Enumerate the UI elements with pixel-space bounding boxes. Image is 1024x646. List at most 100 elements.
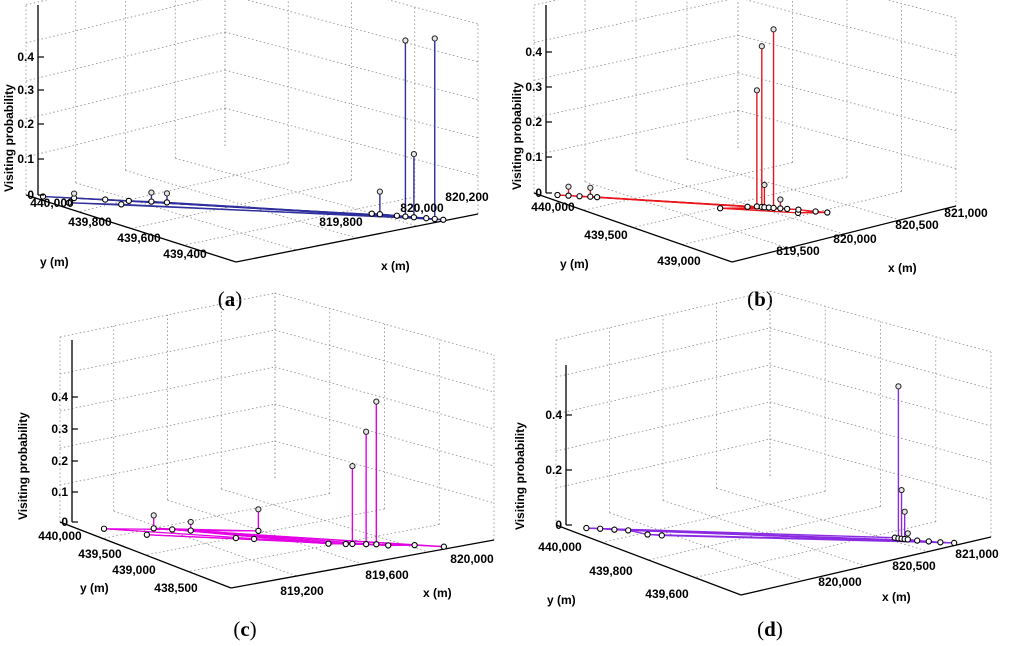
- location-point: [644, 531, 651, 538]
- probability-point: [410, 150, 418, 158]
- trajectory-edge: [68, 202, 122, 206]
- z-tick-label: 0.3: [17, 83, 34, 97]
- y-tick-label: 439,000: [657, 254, 701, 268]
- location-point: [187, 527, 194, 534]
- location-point: [349, 540, 356, 548]
- panel-c-points: [100, 398, 448, 550]
- location-point: [440, 543, 448, 550]
- probability-point: [373, 398, 380, 405]
- trajectory-edge: [121, 203, 444, 221]
- probability-point: [402, 37, 409, 44]
- x-tick-label: 819,800: [319, 215, 363, 229]
- probability-point: [904, 530, 911, 537]
- panel-a-xlabel: x (m): [381, 259, 410, 273]
- panel-d-xlabel: x (m): [882, 590, 911, 604]
- grid-line: [188, 524, 440, 572]
- location-point: [376, 211, 384, 218]
- z-tick-label: 0: [535, 186, 542, 200]
- location-point: [716, 205, 724, 212]
- x-tick-label: 820,500: [895, 218, 939, 232]
- z-tick-label: 0.4: [525, 45, 542, 59]
- probability-point: [758, 43, 765, 50]
- y-tick-label: 439,500: [78, 547, 122, 561]
- grid-line: [555, 438, 771, 489]
- panel-c: 0 0.1 0.2 0.3 0.4 819,200 819,600 820,000 440,…: [16, 292, 495, 641]
- grid-line: [221, 488, 429, 553]
- y-tick-label: 439,400: [163, 247, 207, 261]
- location-point: [777, 205, 784, 212]
- panel-c-ylabel: y (m): [80, 581, 109, 595]
- location-point: [325, 540, 332, 547]
- probability-point: [431, 35, 438, 42]
- grid-line: [745, 0, 957, 56]
- location-point: [625, 527, 632, 534]
- grid-line: [75, 182, 297, 251]
- location-point: [937, 539, 944, 546]
- panel-c-xticks: 819,200 819,600 820,000: [280, 552, 494, 598]
- panel-a-axes: [25, 5, 479, 263]
- location-point: [565, 192, 572, 199]
- location-point: [770, 204, 777, 212]
- location-point: [148, 198, 155, 205]
- probability-point: [761, 181, 768, 189]
- panel-a-zlabel: Visiting probability: [2, 84, 16, 192]
- grid-line: [59, 403, 276, 449]
- grid-line: [533, 0, 729, 43]
- y-tick-label: 439,000: [112, 563, 156, 577]
- panel-c-axes: [59, 340, 495, 589]
- grid-line: [737, 34, 957, 94]
- panel-d-points: [583, 383, 958, 547]
- location-point: [925, 538, 932, 545]
- grid-line: [686, 158, 901, 221]
- location-point: [125, 197, 132, 205]
- grid-line: [533, 110, 739, 156]
- location-point: [423, 215, 430, 222]
- z-tick-label: 0.1: [525, 150, 542, 164]
- location-point: [554, 191, 561, 199]
- z-tick-label: 0.4: [545, 408, 562, 422]
- z-tick-label: 0.2: [17, 117, 34, 131]
- y-axis-line: [533, 192, 733, 263]
- z-tick-label: 0: [27, 188, 34, 202]
- trajectory-edge: [590, 196, 774, 209]
- y-axis-line: [25, 194, 237, 263]
- panel-a-points: [39, 35, 447, 223]
- y-axis-line: [555, 524, 742, 596]
- location-point: [232, 534, 240, 542]
- trajectory-edge: [190, 529, 444, 548]
- probability-point: [187, 518, 194, 526]
- panel-b: 0 0.1 0.2 0.3 0.4 819,500 820,000 820,500 821,0…: [510, 0, 988, 311]
- z-tick-label: 0.3: [525, 80, 542, 94]
- location-point: [410, 214, 418, 221]
- panel-c-zticks: 0 0.1 0.2 0.3 0.4: [51, 390, 78, 529]
- probability-point: [898, 486, 905, 494]
- grid-line: [145, 508, 385, 556]
- z-tick-label: 0.4: [51, 390, 68, 404]
- panel-b-zlabel: Visiting probability: [510, 82, 524, 190]
- z-tick-label: 0.2: [525, 115, 542, 129]
- y-tick-label: 440,000: [538, 540, 582, 554]
- panel-d-edges: [586, 527, 955, 544]
- panel-a-caption: (a): [218, 287, 243, 311]
- panel-b-caption: (b): [747, 287, 773, 311]
- probability-point: [376, 188, 383, 195]
- x-tick-label: 820,000: [450, 552, 494, 566]
- probability-point: [163, 190, 171, 197]
- location-point: [784, 205, 791, 213]
- x-tick-label: 821,000: [955, 547, 999, 561]
- panel-a-stems: [73, 38, 436, 219]
- location-point: [402, 213, 409, 220]
- panel-a-zticks: 0 0.1 0.2 0.3 0.4: [17, 50, 44, 202]
- location-point: [373, 541, 380, 548]
- grid-line: [555, 401, 771, 452]
- panel-d-axes: [555, 365, 992, 596]
- location-point: [587, 193, 594, 200]
- grid-line: [555, 290, 771, 341]
- grid-line: [609, 512, 804, 581]
- panel-b-xticks: 819,500 820,000 820,500 821,000: [776, 206, 988, 258]
- y-tick-label: 439,800: [589, 564, 633, 578]
- panel-d-zlabel: Visiting probability: [513, 422, 527, 530]
- probability-point: [587, 184, 594, 191]
- location-point: [102, 196, 109, 203]
